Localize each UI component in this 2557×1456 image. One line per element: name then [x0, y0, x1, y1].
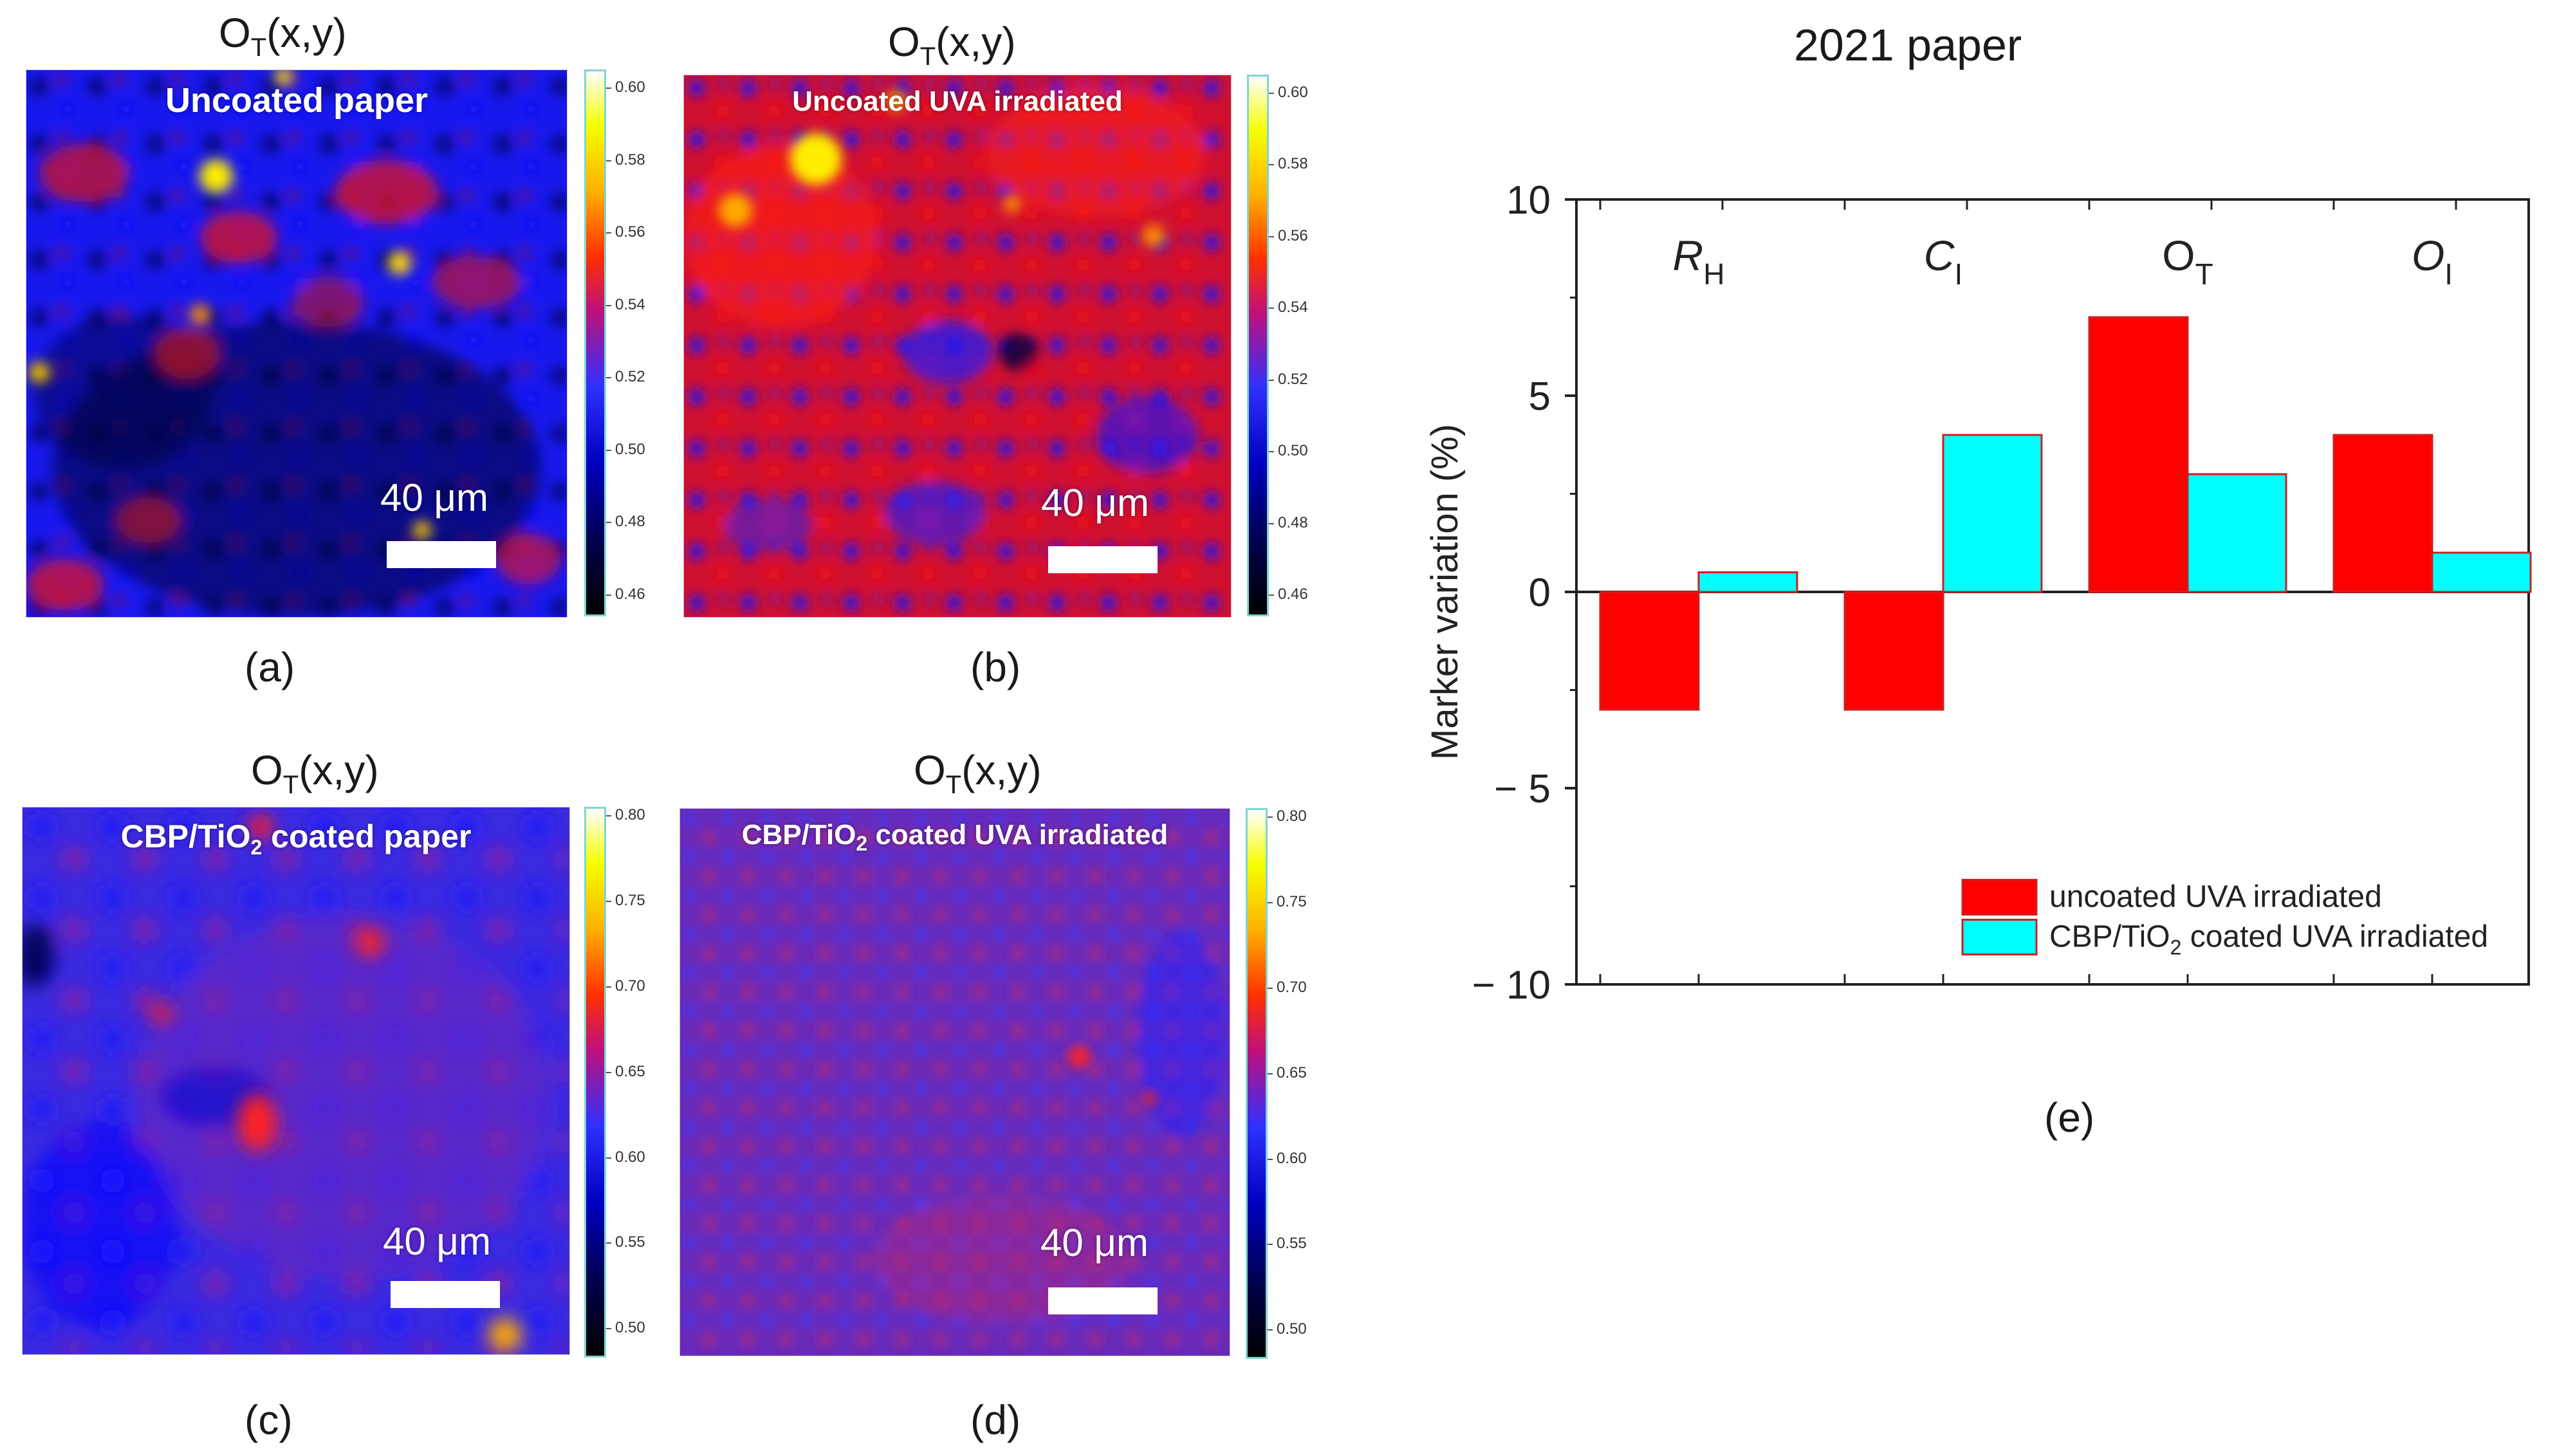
panel-c-colorbar-tick: 0.50: [606, 1319, 645, 1337]
y-axis-label: Marker variation (%): [1424, 424, 1466, 760]
panel-c-scale-bar: [391, 1281, 500, 1308]
panel-b-colorbar-tick: 0.50: [1269, 442, 1308, 460]
chart-title: 2021 paper: [1794, 20, 2022, 70]
panel-a-scale-bar: [387, 541, 496, 568]
category-label-rh: RH: [1673, 232, 1725, 291]
panel-d-scale-bar: [1048, 1287, 1158, 1314]
bar-coated-rh: [1697, 571, 1798, 593]
panel-a-colorbar-tick: 0.60: [606, 78, 645, 97]
legend-label-1: CBP/TiO2 coated UVA irradiated: [2049, 920, 2488, 959]
panel-c-heatmap-image: [23, 807, 569, 1354]
panel-d-sample-label: CBP/TiO2 coated UVA irradiated: [741, 819, 1168, 855]
panel-c-scale-text: 40 μm: [383, 1220, 491, 1263]
bar-coated-ci: [1942, 434, 2043, 593]
panel-c-heatmap: CBP/TiO2 coated paper 40 μm: [22, 807, 570, 1355]
panel-a-heatmap: Uncoated paper 40 μm: [26, 69, 568, 618]
bar-coated-oi: [2431, 551, 2532, 593]
panel-a-colorbar: [584, 69, 606, 616]
panel-c-caption: (c): [245, 1397, 293, 1443]
bar-uncoated-ot: [2088, 316, 2189, 593]
panel-c-colorbar-tick: 0.75: [606, 892, 645, 910]
panel-b-colorbar-tick: 0.46: [1269, 585, 1308, 604]
bar-coated-ot: [2186, 473, 2287, 593]
panel-b-colorbar-tick: 0.56: [1269, 226, 1308, 244]
legend-swatch-1: [1961, 919, 2038, 955]
category-label-ci: CI: [1924, 232, 1962, 291]
panel-b-colorbar-tick: 0.48: [1269, 513, 1308, 531]
panel-a-colorbar-tick: 0.50: [606, 440, 645, 458]
panel-a-colorbar-tick: 0.48: [606, 513, 645, 531]
panel-b-scale-text: 40 μm: [1041, 481, 1149, 524]
panel-d-heatmap: CBP/TiO2 coated UVA irradiated 40 μm: [679, 808, 1230, 1356]
bar-uncoated-ci: [1843, 591, 1944, 711]
panel-c-sample-label: CBP/TiO2 coated paper: [120, 818, 472, 859]
panel-a-scale-text: 40 μm: [380, 476, 488, 519]
panel-b-colorbar-tick: 0.52: [1269, 370, 1308, 388]
category-label-ot: OT: [2162, 232, 2213, 291]
panel-d-heatmap-image: [680, 809, 1230, 1356]
category-label-oi: OI: [2412, 232, 2453, 291]
panel-a-heatmap-image: [26, 70, 567, 617]
panel-c-colorbar-tick: 0.80: [606, 806, 645, 824]
panel-c-colorbar: [584, 807, 606, 1358]
panel-d-title: OT(x,y): [914, 747, 1042, 799]
y-tick-label: − 10: [1472, 963, 1551, 1008]
panel-d-colorbar-tick: 0.70: [1268, 978, 1307, 996]
legend-swatch-0: [1961, 879, 2038, 916]
legend-label-0: uncoated UVA irradiated: [2049, 880, 2382, 914]
panel-a-sample-label: Uncoated paper: [165, 81, 429, 120]
panel-c-colorbar-tick: 0.55: [606, 1233, 645, 1251]
panel-d-colorbar-tick: 0.75: [1268, 893, 1307, 911]
panel-d-colorbar-tick: 0.80: [1268, 807, 1307, 825]
y-tick-label: 5: [1529, 374, 1551, 419]
panel-a-colorbar-tick: 0.46: [606, 585, 645, 603]
panel-b-heatmap-image: [684, 75, 1231, 617]
bar-uncoated-oi: [2332, 434, 2433, 593]
panel-b-sample-label: Uncoated UVA irradiated: [792, 86, 1123, 117]
panel-b-colorbar-tick: 0.60: [1269, 83, 1308, 101]
panel-d-colorbar-tick: 0.60: [1268, 1149, 1307, 1167]
panel-b-title: OT(x,y): [888, 19, 1016, 71]
panel-d-colorbar-tick: 0.65: [1268, 1064, 1307, 1082]
panel-a-colorbar-tick: 0.54: [606, 295, 645, 313]
panel-d-colorbar-tick: 0.55: [1268, 1235, 1307, 1253]
y-tick-label: 0: [1529, 571, 1551, 615]
bar-uncoated-rh: [1599, 591, 1700, 711]
panel-a-colorbar-tick: 0.56: [606, 223, 645, 241]
panel-b-colorbar-tick: 0.54: [1269, 299, 1308, 317]
panel-b-colorbar-tick: 0.58: [1269, 155, 1308, 173]
y-tick-label: 10: [1506, 178, 1551, 223]
panel-c-colorbar-tick: 0.60: [606, 1148, 645, 1166]
panel-b-colorbar: [1247, 75, 1269, 616]
panel-b-heatmap: Uncoated UVA irradiated 40 μm: [683, 75, 1232, 618]
panel-a-title: OT(x,y): [219, 10, 347, 62]
panel-a-colorbar-tick: 0.58: [606, 151, 645, 169]
panel-a-colorbar-tick: 0.52: [606, 368, 645, 386]
panel-d-caption: (d): [970, 1397, 1021, 1443]
panel-a-caption: (a): [245, 644, 295, 690]
panel-c-title: OT(x,y): [251, 747, 379, 799]
panel-b-caption: (b): [970, 644, 1021, 690]
y-tick-label: − 5: [1494, 767, 1551, 811]
chart-caption: (e): [2044, 1094, 2095, 1141]
panel-d-colorbar: [1246, 808, 1268, 1359]
panel-c-colorbar-tick: 0.65: [606, 1062, 645, 1080]
panel-c-colorbar-tick: 0.70: [606, 977, 645, 995]
panel-d-scale-text: 40 μm: [1040, 1221, 1149, 1264]
panel-b-scale-bar: [1048, 546, 1158, 573]
panel-d-colorbar-tick: 0.50: [1268, 1320, 1307, 1338]
bar-chart: 10 5 0 − 5 − 10 Marker variation (%) RH CI OT OI u…: [1424, 178, 2532, 1008]
